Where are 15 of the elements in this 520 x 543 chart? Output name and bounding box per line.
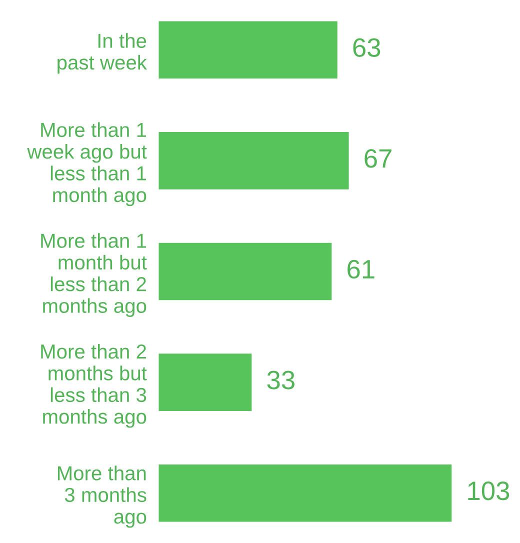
y-tick-label: In the past week xyxy=(58,33,147,74)
bar xyxy=(158,20,339,80)
data-label: 103 xyxy=(468,482,510,500)
data-label: 67 xyxy=(364,149,392,168)
bar xyxy=(158,352,254,412)
bar xyxy=(158,463,454,524)
data-label: 33 xyxy=(267,370,294,390)
data-label: 63 xyxy=(353,38,380,57)
data-label: 61 xyxy=(348,260,374,279)
y-tick-label: More than 1 week ago but less than 1 month ago xyxy=(27,122,147,206)
bar xyxy=(158,130,350,191)
y-tick-label: More than 2 months but less than 3 months ago xyxy=(41,344,147,428)
bar xyxy=(158,241,334,302)
y-tick-label: More than 1 month but less than 2 months ago xyxy=(41,233,147,317)
y-tick-label: More than 3 months ago xyxy=(58,466,146,528)
